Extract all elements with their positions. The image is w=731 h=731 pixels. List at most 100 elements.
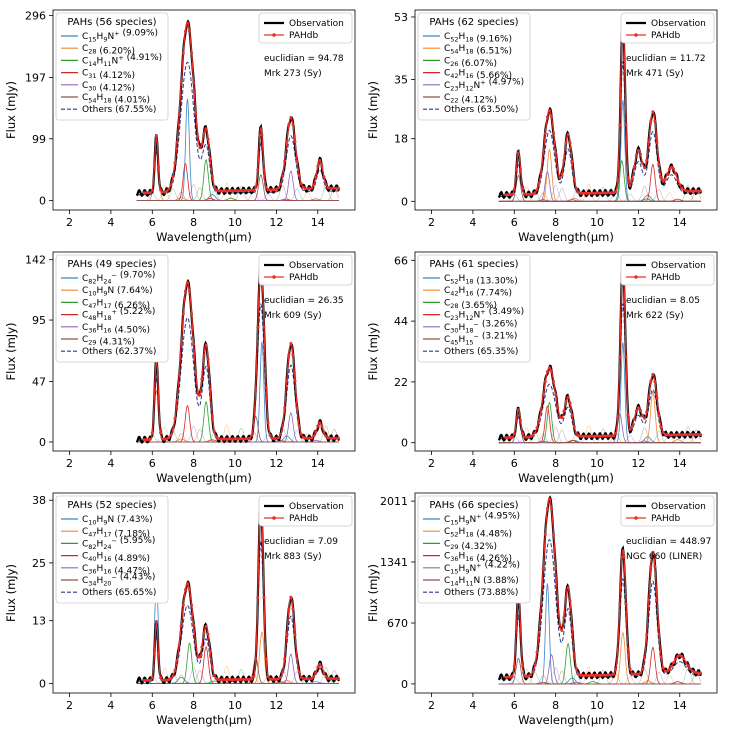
pahdb-marker [152, 395, 156, 399]
pahdb-marker [601, 434, 605, 438]
legend-species-label: C30 (4.12%) [82, 81, 135, 94]
pahdb-marker [188, 588, 191, 591]
pahdb-marker [595, 191, 599, 195]
pahdb-marker [529, 673, 533, 677]
pahdb-marker [206, 357, 210, 361]
legend-species-label: C29 (4.31%) [82, 335, 135, 348]
pahdb-marker [150, 431, 154, 435]
pahdb-marker [318, 421, 322, 425]
x-tick-label: 6 [149, 457, 156, 470]
pahdb-marker [310, 186, 314, 190]
pahdb-marker [661, 666, 665, 670]
pahdb-marker [142, 678, 146, 682]
legend-box [417, 254, 531, 363]
pahdb-marker [239, 678, 243, 681]
pahdb-marker [696, 433, 700, 436]
pahdb-marker [148, 191, 152, 195]
y-tick-label: 22 [394, 376, 408, 389]
pahdb-marker [235, 678, 239, 681]
x-tick-label: 6 [511, 216, 518, 229]
pahdb-marker [694, 189, 698, 193]
pahdb-marker [204, 127, 208, 131]
pahdb-marker [514, 167, 518, 171]
x-tick-label: 8 [552, 216, 559, 229]
pahdb-marker [279, 182, 282, 186]
pahdb-marker [148, 437, 152, 441]
pahdb-marker [510, 435, 514, 439]
pahdb-marker [281, 424, 285, 428]
pahdb-marker [624, 123, 628, 127]
legend-species-label: C29 (4.32%) [444, 539, 497, 552]
pahdb-marker [521, 432, 525, 436]
pahdb-marker [576, 672, 580, 676]
pahdb-marker [202, 131, 206, 135]
legend-species-label: C15H9N+ (9.09%) [82, 29, 158, 44]
pahdb-marker [506, 675, 510, 679]
euclidian-annotation: euclidian = 8.05 [626, 296, 700, 306]
pahdb-marker [235, 437, 239, 441]
y-tick-label: 66 [394, 254, 408, 267]
pahdb-marker [558, 414, 562, 418]
legend-pahdb-label: PAHdb [651, 31, 680, 41]
pahdb-marker [277, 436, 280, 440]
pahdb-marker [181, 603, 185, 607]
pahdb-marker [287, 607, 291, 611]
pahdb-marker [688, 433, 692, 437]
pahdb-marker [626, 176, 630, 180]
pahdb-marker [597, 673, 601, 677]
pahdb-marker [512, 187, 516, 191]
pahdb-marker [198, 655, 202, 659]
y-tick-label: 0 [39, 677, 46, 690]
x-tick-label: 2 [66, 216, 73, 229]
pahdb-marker [337, 186, 340, 190]
legend-title: PAHs (49 species) [67, 259, 156, 270]
pahdb-marker [233, 189, 237, 193]
pahdb-marker [537, 181, 541, 185]
source-annotation: Mrk 622 (Sy) [626, 311, 684, 321]
legend-pahdb-marker [634, 33, 638, 37]
pahdb-marker [674, 172, 678, 176]
legend-species-label: C40H16 (4.89%) [82, 552, 150, 565]
pahdb-marker [198, 393, 202, 397]
source-annotation: Mrk 609 (Sy) [264, 311, 322, 321]
pahdb-marker [287, 123, 291, 127]
pahdb-marker [651, 110, 655, 114]
legend-box [55, 12, 169, 121]
pahdb-marker [312, 434, 316, 438]
spectra-lines [135, 19, 341, 201]
pahdb-marker [223, 678, 227, 682]
pahdb-marker [663, 177, 667, 181]
legend-title: PAHs (61 species) [429, 259, 518, 270]
pahdb-marker [169, 677, 173, 680]
pahdb-marker [670, 433, 673, 437]
pahdb-marker [210, 414, 214, 418]
pahdb-marker [210, 665, 214, 668]
legend-observation-label: Observation [651, 19, 706, 29]
pahdb-marker [562, 158, 566, 162]
pahdb-marker [324, 434, 328, 438]
pahdb-marker [299, 182, 303, 186]
pahdb-marker [624, 602, 628, 606]
fit-legend: Observation PAHdb [620, 12, 715, 44]
pahdb-marker [297, 424, 301, 428]
pahdb-marker [676, 433, 680, 437]
pahdb-marker [566, 586, 570, 589]
legend-species-label: C30H18− (3.26%) [444, 319, 517, 334]
pahdb-marker [297, 173, 301, 177]
pahdb-marker [568, 401, 572, 405]
pahdb-marker [266, 675, 270, 679]
pahdb-marker [214, 435, 218, 439]
legend-box [417, 495, 531, 604]
pahdb-marker [285, 633, 289, 637]
pahdb-marker [159, 431, 163, 435]
fit-legend: Observation PAHdb [258, 254, 353, 286]
component-line [498, 657, 701, 685]
pahdb-marker [699, 671, 702, 675]
pahdb-marker [173, 668, 177, 672]
pahdb-marker [175, 398, 179, 402]
x-tick-label: 4 [469, 216, 476, 229]
pahdb-marker [192, 342, 196, 346]
pahdb-marker [521, 187, 525, 191]
x-axis-label: Wavelength(μm) [518, 471, 614, 485]
pahdb-marker [283, 159, 287, 163]
